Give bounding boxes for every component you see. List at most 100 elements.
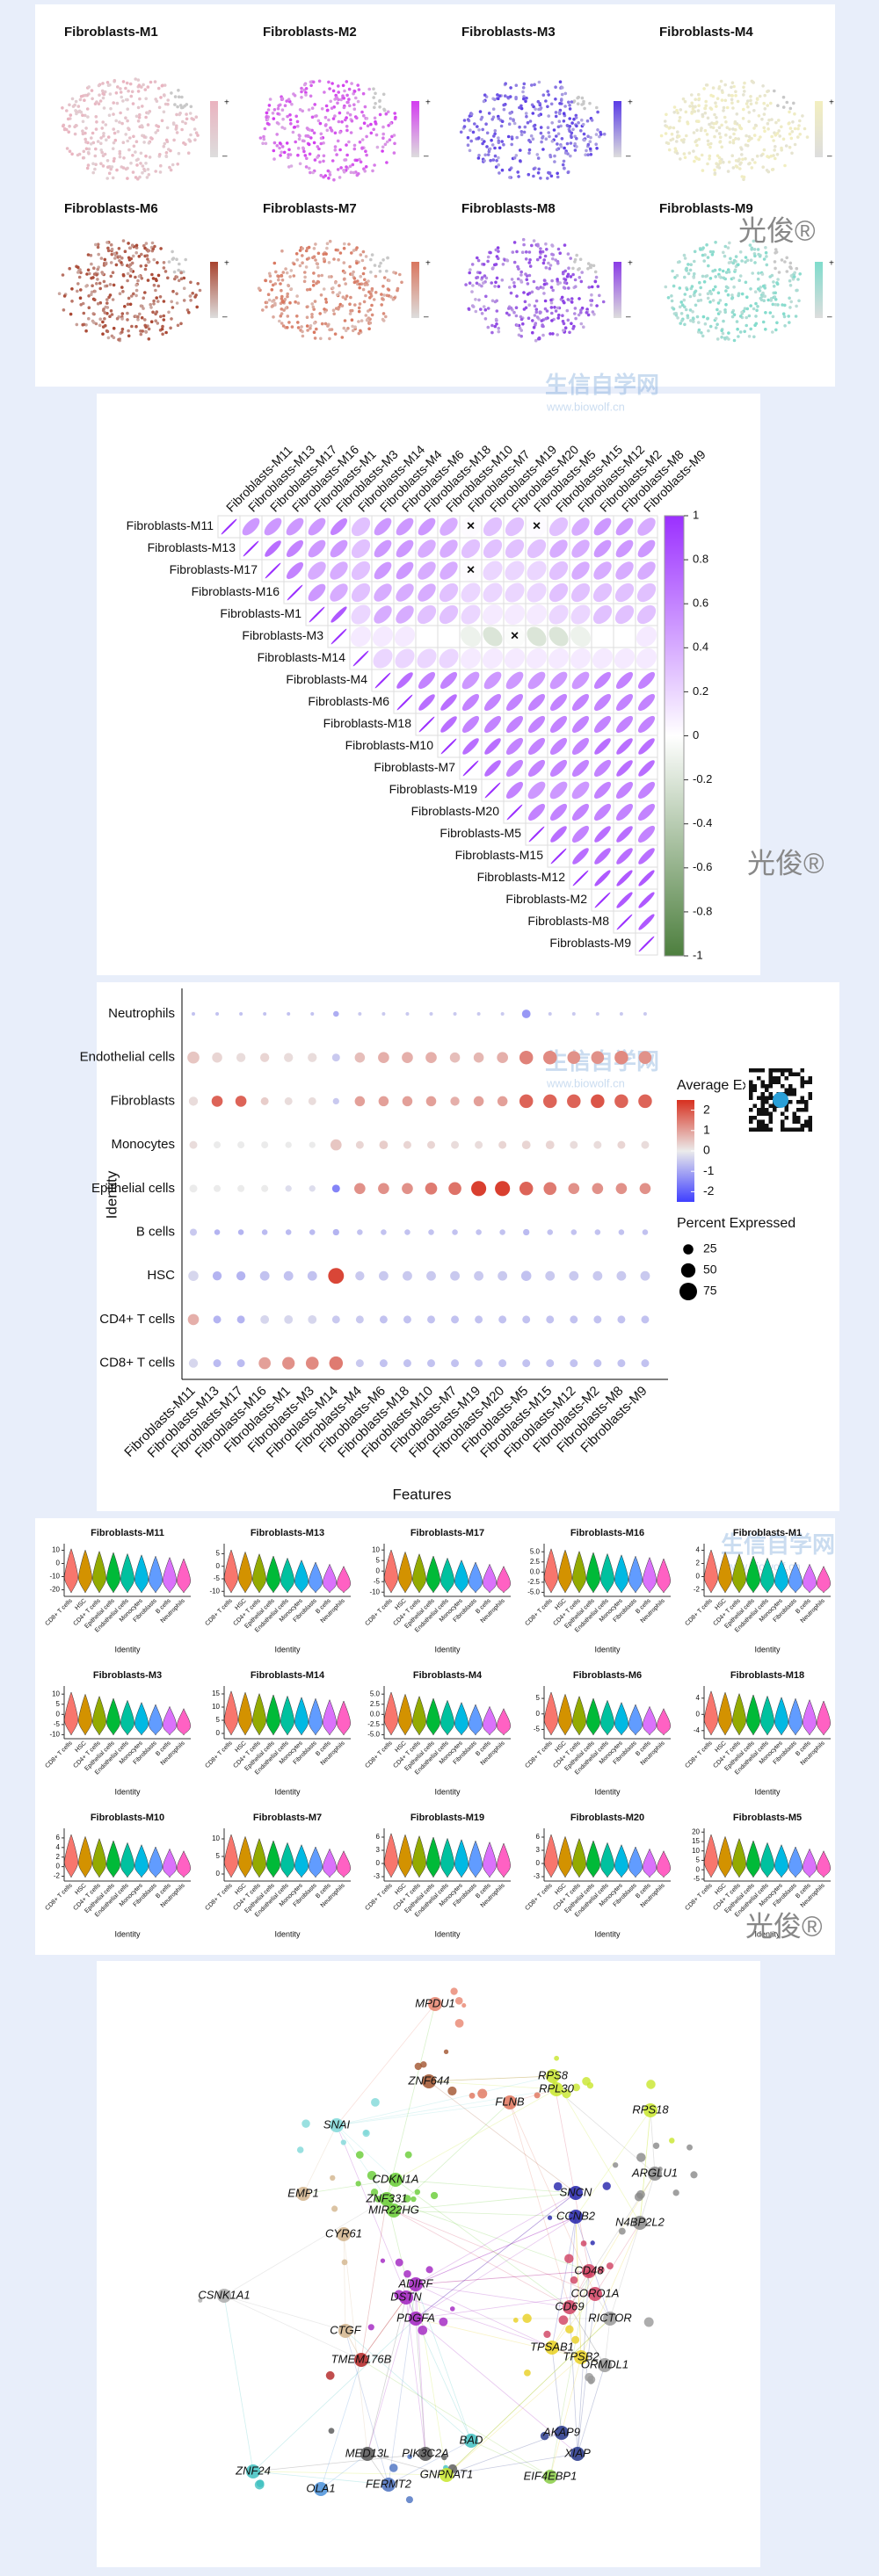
tsne-point bbox=[683, 293, 687, 296]
tsne-point bbox=[485, 131, 490, 135]
edge bbox=[569, 2216, 577, 2308]
tsne-point bbox=[732, 313, 737, 317]
tsne-point bbox=[722, 250, 725, 255]
tsne-point bbox=[553, 154, 556, 158]
dot bbox=[570, 1140, 578, 1149]
tsne-point bbox=[524, 272, 527, 276]
violin bbox=[398, 1834, 412, 1878]
tsne-point bbox=[286, 315, 290, 318]
minor-node bbox=[652, 2142, 660, 2149]
tsne-point bbox=[69, 312, 73, 316]
tsne-point bbox=[550, 140, 555, 143]
tsne-point bbox=[181, 105, 185, 110]
qr-code bbox=[745, 1066, 816, 1141]
tsne-point bbox=[286, 326, 289, 329]
y-tick-label: 0 bbox=[56, 1559, 61, 1567]
tsne-point bbox=[143, 291, 147, 294]
tsne-point bbox=[570, 131, 574, 135]
correlation-ellipse bbox=[483, 671, 502, 690]
tsne-point bbox=[480, 115, 484, 119]
tsne-point bbox=[79, 288, 83, 292]
violin bbox=[497, 1565, 511, 1594]
panel-title: Fibroblasts-M9 bbox=[659, 201, 753, 216]
qr-cell bbox=[760, 1096, 765, 1100]
y-tick-label: -2.5 bbox=[367, 1720, 380, 1728]
tsne-point bbox=[508, 286, 512, 289]
tsne-point bbox=[361, 271, 366, 276]
minor-node bbox=[371, 2098, 380, 2107]
correlation-ellipse bbox=[527, 693, 546, 712]
tsne-point bbox=[370, 313, 374, 317]
tsne-point bbox=[532, 325, 536, 329]
tsne-point bbox=[279, 314, 283, 318]
gene-label: DSTN bbox=[390, 2290, 422, 2303]
gene-node bbox=[569, 2186, 583, 2200]
tsne-point bbox=[374, 291, 378, 294]
tsne-point bbox=[577, 120, 580, 125]
tsne-point bbox=[331, 291, 335, 294]
dot bbox=[475, 1315, 483, 1324]
tsne-point bbox=[104, 323, 107, 328]
tsne-point bbox=[583, 106, 586, 111]
tsne-point bbox=[490, 138, 493, 142]
tsne-point bbox=[121, 80, 126, 83]
tsne-point bbox=[301, 109, 305, 113]
tsne-point bbox=[743, 81, 746, 85]
tsne-point bbox=[491, 266, 495, 270]
tsne-point bbox=[131, 154, 134, 157]
tsne-point bbox=[459, 130, 463, 134]
tsne-point bbox=[722, 160, 725, 164]
dot bbox=[498, 1315, 507, 1324]
tsne-point bbox=[360, 110, 364, 114]
tsne-point bbox=[301, 247, 305, 250]
violin bbox=[294, 1843, 309, 1878]
tsne-point bbox=[149, 320, 154, 324]
correlation-ellipse bbox=[439, 582, 459, 603]
tsne-point bbox=[364, 293, 367, 298]
tsne-point bbox=[736, 99, 740, 104]
watermark-url: www.biowolf.cn bbox=[546, 1076, 625, 1089]
tsne-point bbox=[539, 106, 543, 110]
correlation-ellipse bbox=[440, 694, 457, 711]
tsne-point bbox=[101, 96, 105, 100]
tsne-point bbox=[730, 85, 733, 90]
tsne-point bbox=[112, 127, 115, 131]
qr-cell bbox=[768, 1103, 773, 1108]
tsne-point bbox=[702, 87, 706, 90]
correlation-ellipse bbox=[592, 648, 614, 669]
tsne-point bbox=[293, 94, 297, 98]
tsne-point bbox=[315, 327, 318, 331]
tsne-point bbox=[389, 295, 393, 299]
dot bbox=[287, 1012, 291, 1016]
correlation-ellipse bbox=[636, 604, 657, 625]
tsne-point bbox=[550, 279, 554, 283]
tsne-point bbox=[714, 316, 718, 321]
tsne-point bbox=[393, 112, 397, 115]
watermark-url: www.biowolf.cn bbox=[546, 400, 625, 413]
dot bbox=[258, 1357, 271, 1370]
tsne-point bbox=[311, 170, 315, 175]
tsne-point bbox=[751, 271, 754, 275]
tsne-point bbox=[723, 310, 727, 315]
tsne-point bbox=[696, 109, 701, 112]
tsne-point bbox=[128, 274, 133, 279]
tsne-point bbox=[113, 78, 117, 83]
tsne-point bbox=[137, 83, 142, 87]
tsne-point bbox=[554, 85, 557, 89]
tsne-point bbox=[554, 111, 558, 114]
tsne-point bbox=[579, 322, 584, 326]
correlation-ellipse bbox=[615, 715, 634, 734]
tsne-point bbox=[329, 99, 333, 104]
tsne-point bbox=[791, 120, 795, 124]
tsne-point bbox=[506, 96, 510, 99]
tsne-point bbox=[595, 105, 599, 110]
tsne-point bbox=[541, 286, 545, 290]
tsne-point bbox=[350, 318, 354, 322]
tsne-point bbox=[328, 173, 332, 177]
y-tick-label: 0.0 bbox=[370, 1710, 381, 1718]
tsne-point bbox=[566, 272, 570, 277]
tsne-point bbox=[753, 254, 757, 258]
tsne-point bbox=[469, 128, 472, 132]
tsne-point bbox=[495, 276, 499, 280]
